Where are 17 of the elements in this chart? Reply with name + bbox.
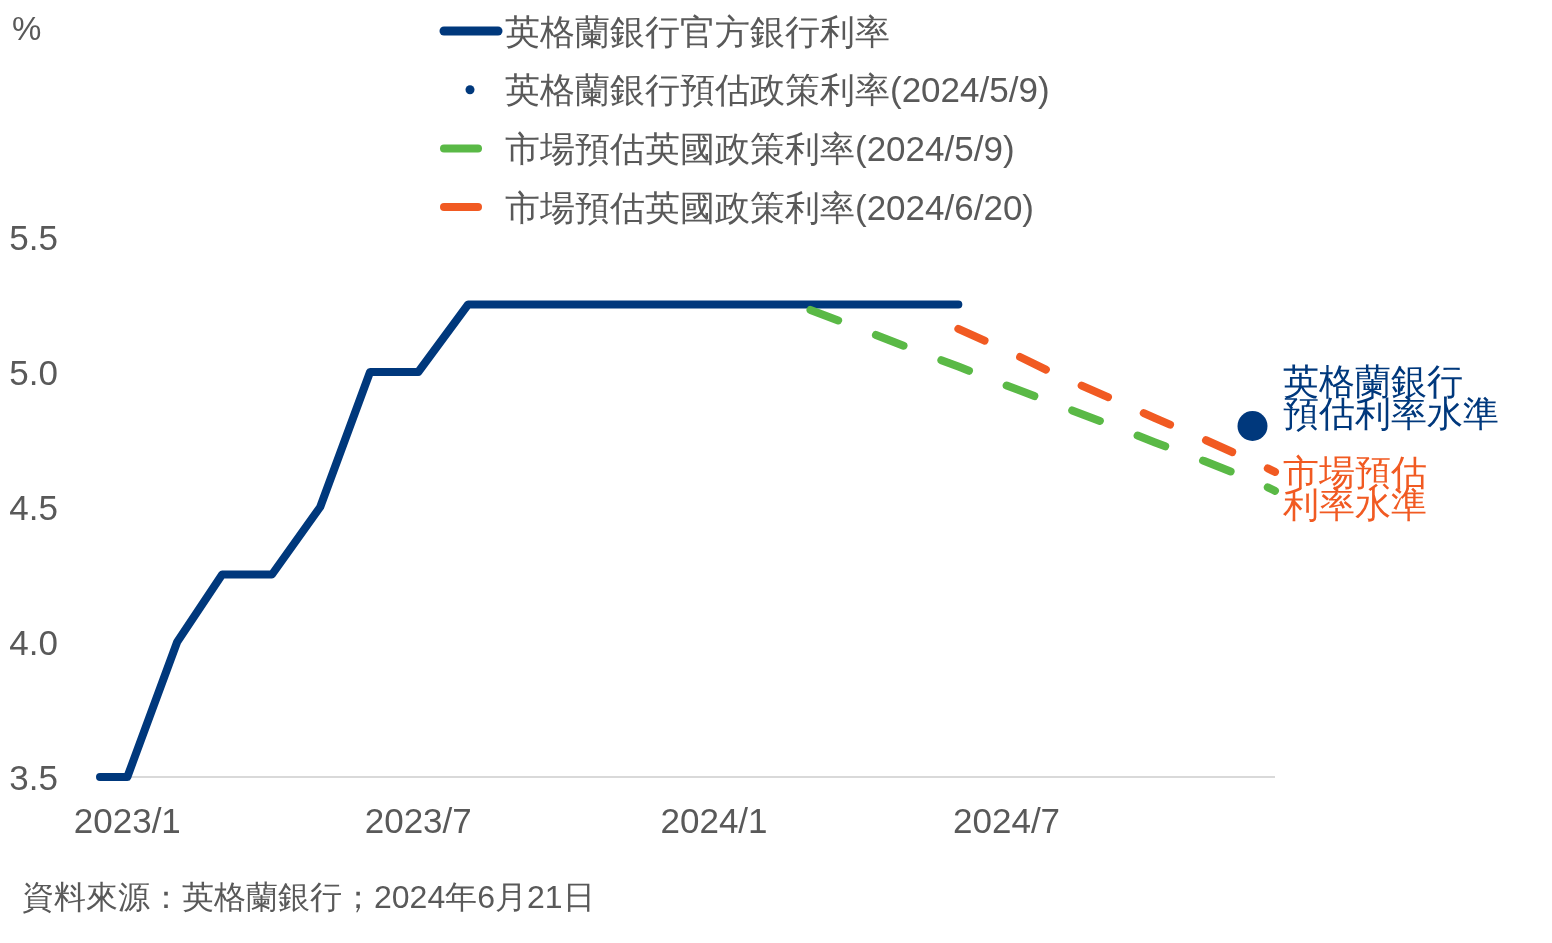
legend-label: 英格蘭銀行預估政策利率(2024/5/9) <box>505 70 1050 110</box>
source-note: 資料來源：英格蘭銀行；2024年6月21日 <box>22 879 595 915</box>
y-tick-label: 5.0 <box>9 352 58 392</box>
legend-label: 市場預估英國政策利率(2024/6/20) <box>505 187 1035 227</box>
y-tick-label: 5.5 <box>9 217 58 257</box>
y-tick-label: 4.0 <box>9 622 58 662</box>
x-tick-label: 2023/7 <box>364 801 472 840</box>
x-tick-label: 2024/7 <box>953 801 1061 840</box>
legend-label: 市場預估英國政策利率(2024/5/9) <box>505 129 1015 168</box>
legend-label: 英格蘭銀行官方銀行利率 <box>505 11 890 51</box>
annotation: 市場預估利率水準 <box>1283 451 1427 525</box>
y-tick-label: 4.5 <box>9 487 58 527</box>
x-tick-label: 2024/1 <box>660 801 768 840</box>
text: % <box>12 10 42 47</box>
y-tick-label: 3.5 <box>9 757 58 797</box>
x-tick-label: 2023/1 <box>73 801 181 840</box>
annotation: 英格蘭銀行預估利率水準 <box>1283 360 1499 434</box>
